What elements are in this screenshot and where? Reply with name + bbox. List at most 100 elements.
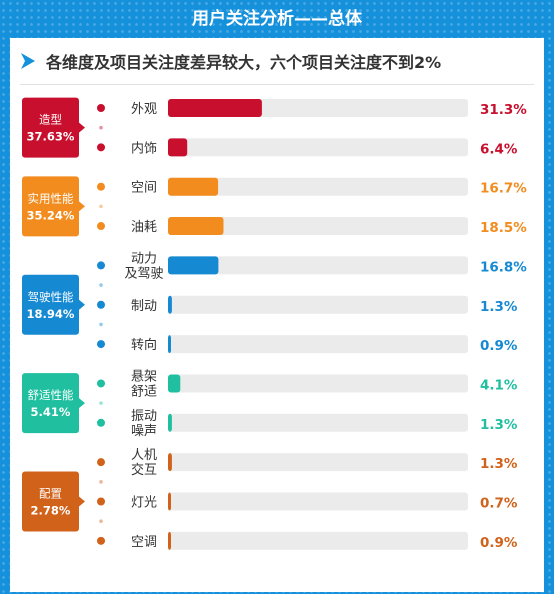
chart-subtitle: 各维度及项目关注度差异较大，六个项目关注度不到2%	[46, 53, 442, 72]
group-name: 舒适性能	[28, 388, 74, 402]
divider	[20, 84, 534, 85]
connector-dot	[99, 480, 103, 484]
group-badge-pointer	[79, 201, 85, 212]
group-badge-pointer	[79, 122, 85, 133]
bar-track	[168, 453, 468, 472]
bar	[168, 138, 188, 157]
group-badge-1: 实用性能 35.24%	[22, 176, 85, 237]
group-name: 驾驶性能	[28, 290, 74, 304]
item-label: 噪声	[131, 424, 157, 439]
connector-dot	[99, 322, 103, 327]
group-badge-2: 驾驶性能 18.94%	[22, 274, 85, 335]
item-label: 油耗	[131, 220, 157, 235]
item-dot	[97, 497, 105, 506]
group-badge-box	[22, 373, 79, 434]
group-badge-box	[22, 274, 79, 335]
item-dot	[97, 182, 105, 191]
bar	[168, 492, 171, 511]
value-label: 16.8%	[480, 259, 527, 275]
group-badge-box	[22, 471, 79, 532]
value-label: 1.3%	[480, 456, 518, 472]
bar	[168, 177, 219, 196]
bar-track	[168, 335, 468, 354]
item-label: 外观	[131, 102, 157, 117]
bar	[168, 335, 171, 354]
bar-track	[168, 177, 468, 196]
item-label: 灯光	[131, 496, 157, 511]
connector-dot	[99, 125, 103, 130]
item-label: 内饰	[131, 140, 157, 156]
item-dot	[97, 536, 105, 545]
value-label: 18.5%	[480, 220, 527, 236]
item-dot	[97, 379, 105, 388]
group-badge-0: 造型 37.63%	[22, 97, 85, 158]
group-badge-3: 舒适性能 5.41%	[22, 373, 85, 434]
item-label: 人机	[131, 448, 157, 463]
item-label: 悬架	[131, 369, 157, 384]
item-label: 空调	[131, 535, 157, 550]
group-badge-pointer	[79, 299, 85, 310]
bar	[168, 413, 172, 432]
item-label: 制动	[131, 299, 157, 314]
item-dot	[97, 104, 105, 112]
group-percent: 37.63%	[27, 130, 75, 144]
bar-track	[168, 138, 468, 157]
value-label: 0.9%	[480, 338, 518, 354]
value-label: 4.1%	[480, 377, 518, 393]
connector-dot	[99, 204, 103, 209]
bar-track	[168, 413, 468, 432]
item-label: 转向	[131, 337, 157, 353]
bar	[168, 374, 181, 393]
bar	[168, 99, 262, 117]
group-percent: 2.78%	[31, 504, 71, 518]
bar-track	[168, 256, 468, 275]
group-badge-pointer	[79, 496, 85, 507]
arrow-right-icon	[21, 53, 35, 69]
group-badge-box	[22, 97, 79, 158]
item-label: 及驾驶	[124, 266, 163, 281]
page-title: 用户关注分析——总体	[192, 9, 362, 29]
value-label: 6.4%	[480, 141, 518, 157]
bar-track	[168, 217, 468, 236]
item-dot	[97, 261, 105, 270]
bar-track	[168, 374, 468, 393]
item-dot	[97, 300, 105, 309]
item-label: 交互	[131, 462, 157, 478]
bar	[168, 453, 172, 472]
bar	[168, 295, 172, 314]
item-dot	[97, 143, 105, 152]
bar	[168, 531, 171, 550]
value-label: 31.3%	[480, 102, 527, 118]
group-name: 配置	[39, 487, 62, 501]
group-badge-pointer	[79, 398, 85, 409]
item-label: 动力	[131, 251, 157, 266]
connector-dot	[99, 283, 103, 287]
group-percent: 35.24%	[27, 208, 75, 222]
value-label: 16.7%	[480, 181, 527, 197]
item-label: 空间	[131, 181, 157, 196]
group-badge-4: 配置 2.78%	[22, 471, 85, 532]
item-dot	[97, 458, 105, 467]
connector-dot	[99, 401, 103, 405]
item-label: 振动	[131, 409, 157, 424]
value-label: 0.7%	[480, 496, 518, 512]
value-label: 1.3%	[480, 417, 518, 433]
group-name: 实用性能	[28, 191, 74, 205]
subtitle-row: 各维度及项目关注度差异较大，六个项目关注度不到2%	[20, 50, 441, 72]
bar-track	[168, 531, 468, 550]
item-dot	[97, 418, 105, 427]
bar	[168, 217, 224, 236]
connector-dot	[99, 519, 103, 523]
bar-track	[168, 492, 468, 511]
group-percent: 5.41%	[31, 405, 71, 419]
bar-track	[168, 295, 468, 314]
group-percent: 18.94%	[27, 307, 75, 321]
item-dot	[97, 340, 105, 349]
bar	[168, 256, 219, 275]
item-label: 舒适	[131, 384, 157, 399]
value-label: 1.3%	[480, 299, 518, 315]
item-dot	[97, 222, 105, 231]
value-label: 0.9%	[480, 535, 518, 551]
group-badge-box	[22, 176, 79, 237]
